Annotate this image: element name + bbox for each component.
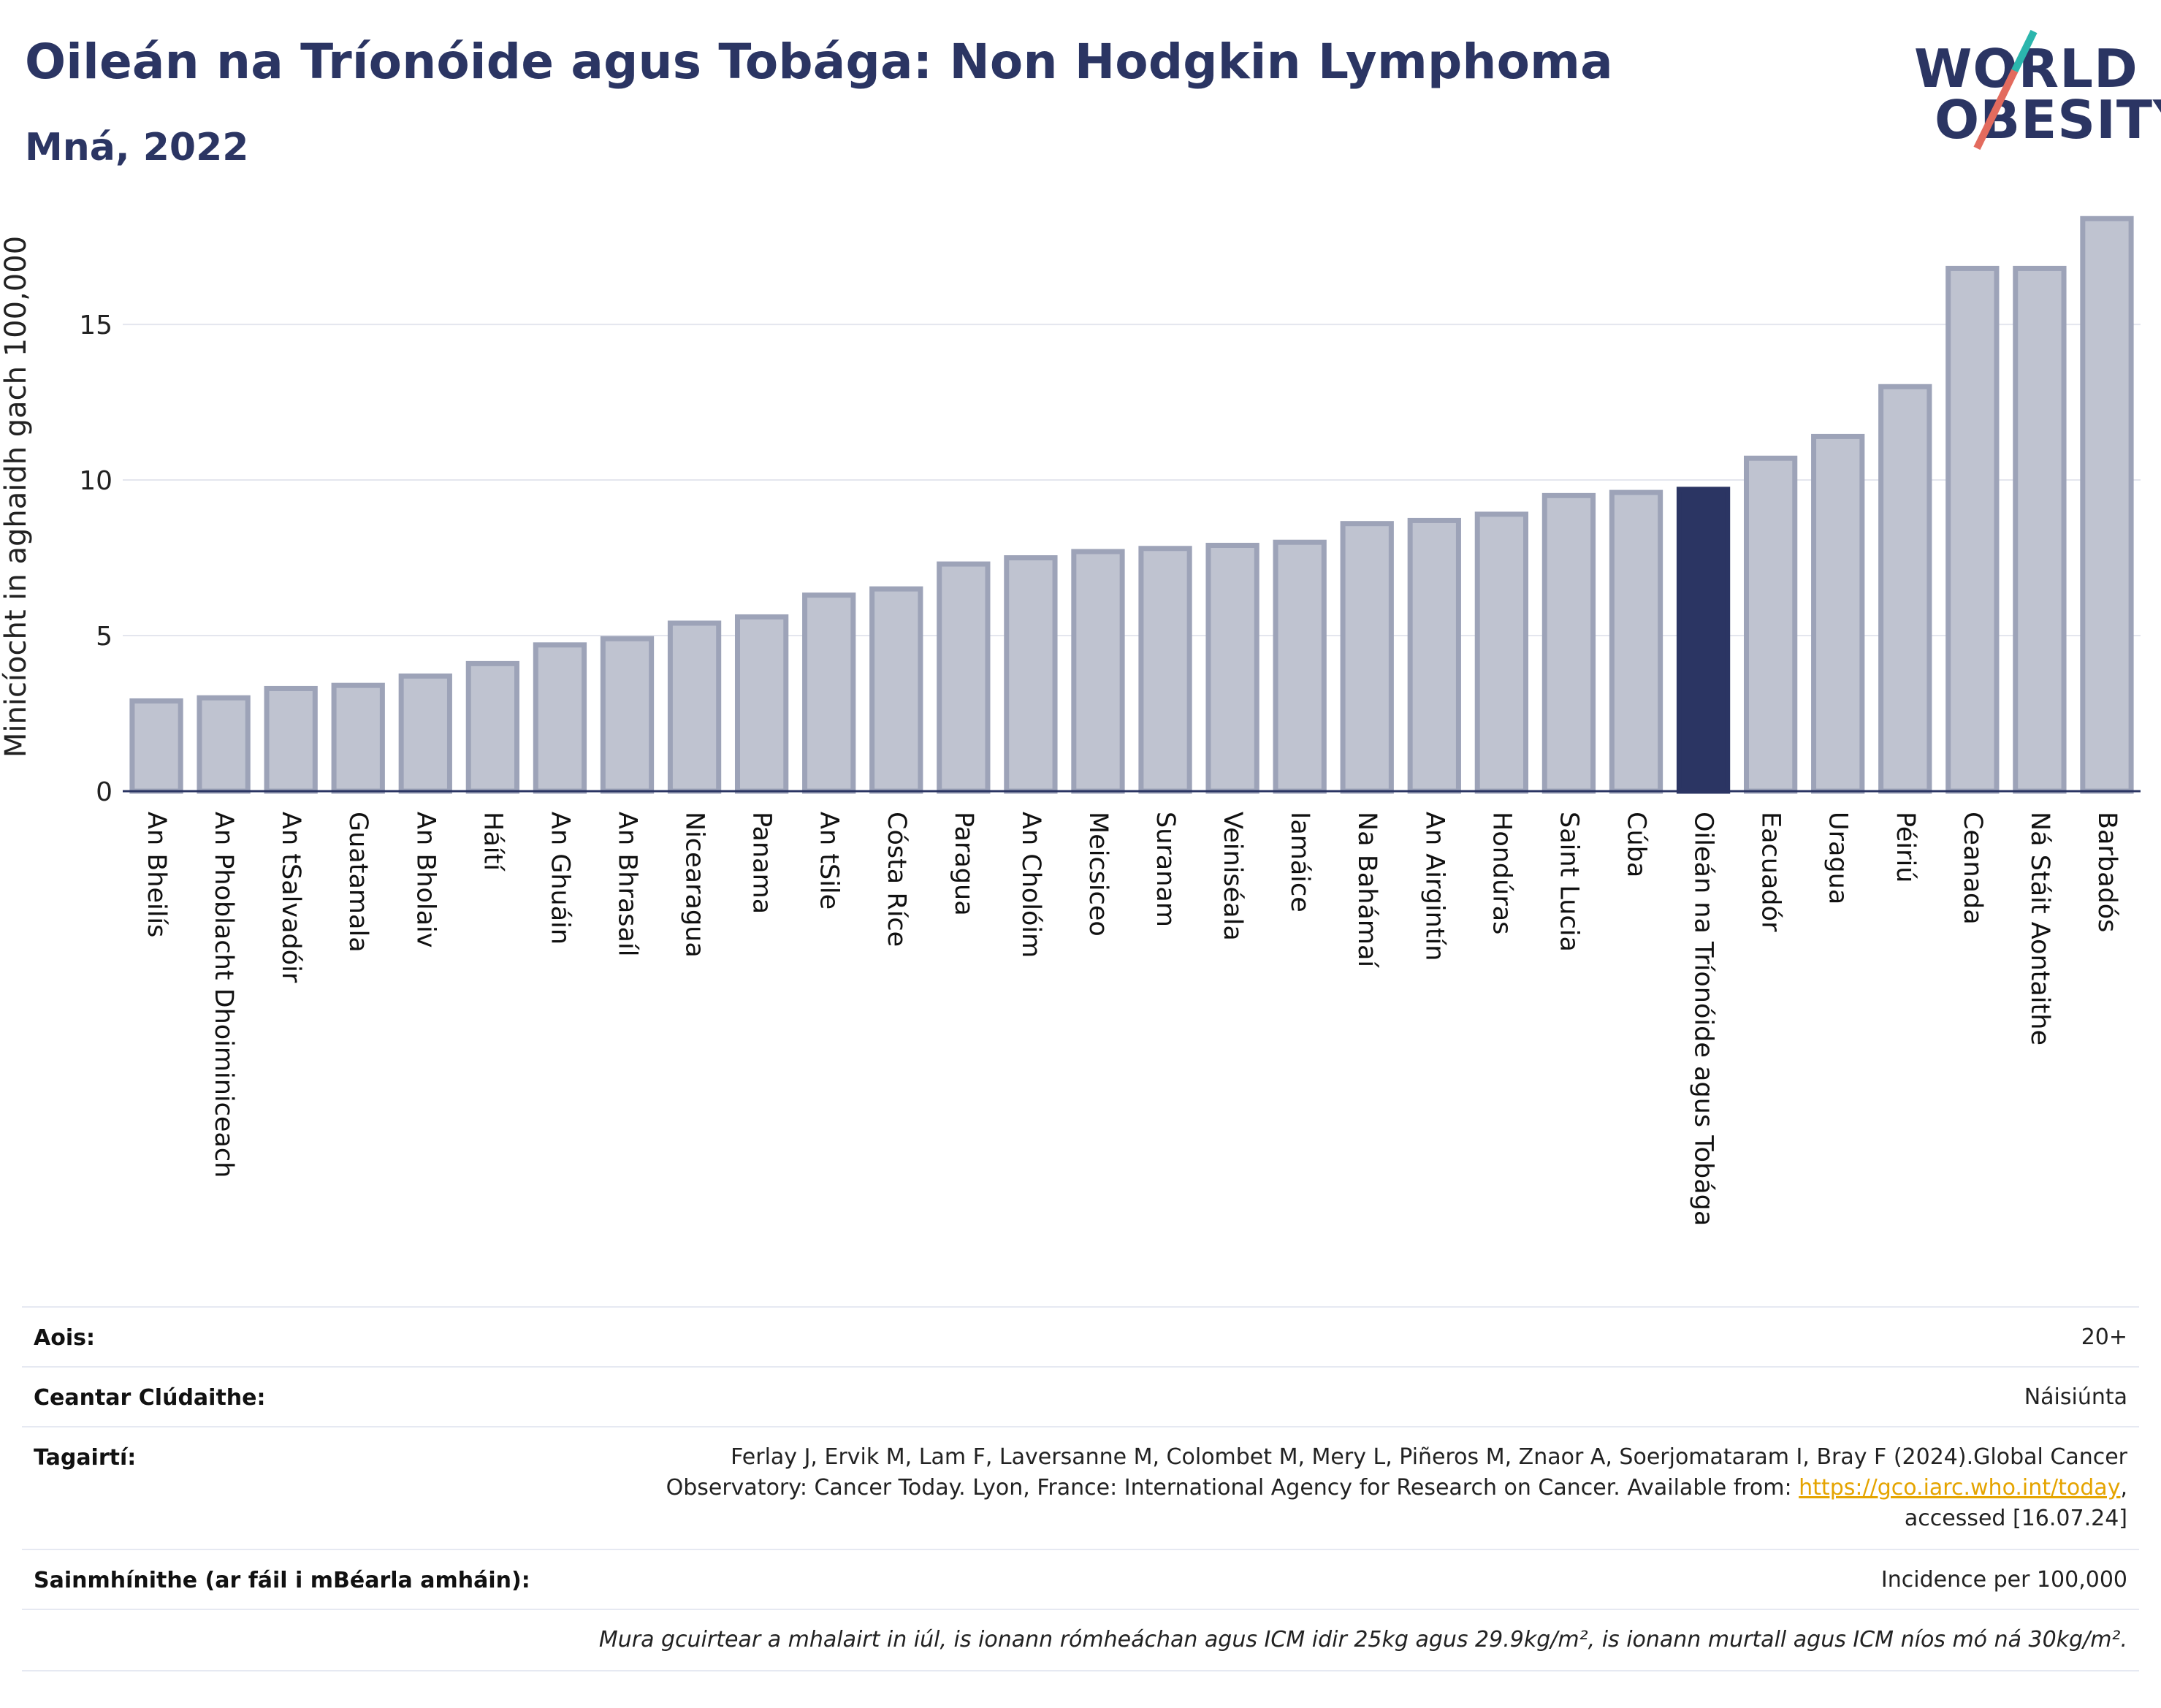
x-tick-label: Ceanada bbox=[1958, 812, 1987, 925]
references-text: Observatory: Cancer Today. Lyon, France:… bbox=[666, 1475, 1799, 1501]
x-tick-label: An Airgintín bbox=[1419, 812, 1449, 961]
bar bbox=[1541, 492, 1596, 794]
info-row-note: Mura gcuirtear a mhalairt in iúl, is ion… bbox=[22, 1609, 2139, 1671]
page-subtitle: Mná, 2022 bbox=[25, 126, 249, 169]
x-tick-label: Veiniséala bbox=[1218, 812, 1247, 941]
references-link[interactable]: https://gco.iarc.who.int/today bbox=[1799, 1475, 2121, 1501]
x-tick-label: Ná Stáit Aontaithe bbox=[2025, 812, 2054, 1045]
x-tick-label: Panama bbox=[747, 812, 777, 914]
x-tick-label: Oileán na Tríonóide agus Tobága bbox=[1689, 812, 1718, 1226]
references-comma: , bbox=[2120, 1475, 2127, 1501]
coverage-label: Ceantar Clúdaithe: bbox=[34, 1385, 266, 1411]
bar bbox=[1004, 555, 1058, 794]
y-tick-label: 10 bbox=[79, 466, 113, 496]
bar bbox=[802, 592, 856, 794]
bar bbox=[667, 620, 722, 794]
references-line-3: accessed [16.07.24] bbox=[1904, 1506, 2127, 1531]
x-tick-label: An Ghuáin bbox=[545, 812, 574, 945]
info-row-age: Aois: 20+ bbox=[22, 1306, 2139, 1368]
bar bbox=[1743, 455, 1798, 794]
y-tick-label: 5 bbox=[96, 622, 113, 652]
x-tick-label: An Phoblacht Dhoiminiceach bbox=[209, 812, 238, 1178]
age-value: 20+ bbox=[2081, 1324, 2127, 1350]
x-tick-label: Eacuadór bbox=[1756, 812, 1785, 932]
x-tick-label: Háítí bbox=[478, 812, 507, 872]
x-tick-label: Na Bahámaí bbox=[1352, 812, 1381, 968]
bar bbox=[2013, 265, 2067, 794]
x-tick-label: Hondúras bbox=[1487, 812, 1516, 934]
age-label: Aois: bbox=[34, 1325, 95, 1351]
x-tick-label: An Bholaiv bbox=[411, 812, 440, 948]
x-tick-label: An tSile bbox=[815, 812, 844, 910]
x-tick-label: Barbadós bbox=[2092, 812, 2122, 932]
x-tick-label: Cúba bbox=[1622, 812, 1651, 877]
bar bbox=[1138, 546, 1192, 794]
references-label: Tagairtí: bbox=[34, 1445, 137, 1471]
bar bbox=[331, 682, 385, 794]
references-line-1: Ferlay J, Ervik M, Lam F, Laversanne M, … bbox=[731, 1444, 2127, 1470]
x-tick-label: Péiriú bbox=[1891, 812, 1920, 882]
definitions-value: Incidence per 100,000 bbox=[1880, 1567, 2127, 1593]
bar bbox=[734, 614, 789, 794]
x-tick-label: Iamáice bbox=[1285, 812, 1314, 912]
page-title: Oileán na Tríonóide agus Tobága: Non Hod… bbox=[25, 34, 1613, 90]
info-row-definitions: Sainmhínithe (ar fáil i mBéarla amháin):… bbox=[22, 1549, 2139, 1610]
x-tick-label: Paragua bbox=[949, 812, 978, 916]
bar bbox=[1407, 517, 1461, 794]
bar bbox=[937, 561, 991, 794]
info-row-references: Tagairtí: Ferlay J, Ervik M, Lam F, Lave… bbox=[22, 1426, 2139, 1550]
world-obesity-logo: WORLD OBESITY bbox=[1899, 20, 2161, 152]
bar bbox=[1273, 539, 1327, 794]
bar bbox=[1811, 433, 1865, 794]
coverage-value: Náisiúnta bbox=[2024, 1384, 2127, 1410]
highlighted-bar bbox=[1676, 487, 1731, 794]
bar bbox=[129, 698, 183, 794]
y-tick-label: 15 bbox=[79, 310, 113, 340]
x-tick-label: Saint Lucia bbox=[1554, 812, 1583, 952]
info-row-coverage: Ceantar Clúdaithe: Náisiúnta bbox=[22, 1366, 2139, 1427]
bar-chart: 0 5 10 15 An Bheilís An Phoblacht Dhoiminicea… bbox=[79, 216, 2141, 1226]
obesity-note: Mura gcuirtear a mhalairt in iúl, is ion… bbox=[598, 1627, 2127, 1652]
bar bbox=[1205, 543, 1259, 794]
bar bbox=[465, 660, 520, 794]
references-value: Ferlay J, Ervik M, Lam F, Laversanne M, … bbox=[666, 1442, 2127, 1534]
bar bbox=[1071, 549, 1125, 794]
definitions-label: Sainmhínithe (ar fáil i mBéarla amháin): bbox=[34, 1568, 530, 1593]
bar bbox=[1340, 521, 1394, 794]
x-tick-label: An Bhrasaíl bbox=[613, 812, 642, 956]
x-tick-label: An Cholóim bbox=[1016, 812, 1045, 958]
x-tick-label: An Bheilís bbox=[142, 812, 171, 937]
bar bbox=[1609, 489, 1663, 794]
x-tick-label: Uragua bbox=[1823, 812, 1853, 904]
bar bbox=[1945, 265, 2000, 794]
x-tick-label: An tSalvadóir bbox=[276, 812, 305, 983]
x-tick-label: Nicearagua bbox=[680, 812, 709, 958]
bar bbox=[533, 642, 587, 794]
bar bbox=[600, 636, 655, 794]
bar bbox=[197, 695, 251, 794]
x-tick-label: Guatamala bbox=[343, 812, 373, 953]
x-tick-label: Cósta Ríce bbox=[882, 812, 911, 947]
bar bbox=[1878, 384, 1932, 794]
logo-line-2: OBESITY bbox=[1935, 89, 2161, 150]
x-tick-label: Suranam bbox=[1151, 812, 1180, 927]
x-tick-label: Meicsiceo bbox=[1083, 812, 1113, 937]
y-tick-label: 0 bbox=[96, 777, 113, 807]
bar bbox=[398, 673, 452, 794]
bar bbox=[264, 685, 318, 794]
bar bbox=[2080, 216, 2134, 794]
bar bbox=[1474, 511, 1529, 794]
bar bbox=[869, 586, 923, 794]
references-line-2: Observatory: Cancer Today. Lyon, France:… bbox=[666, 1473, 2127, 1503]
